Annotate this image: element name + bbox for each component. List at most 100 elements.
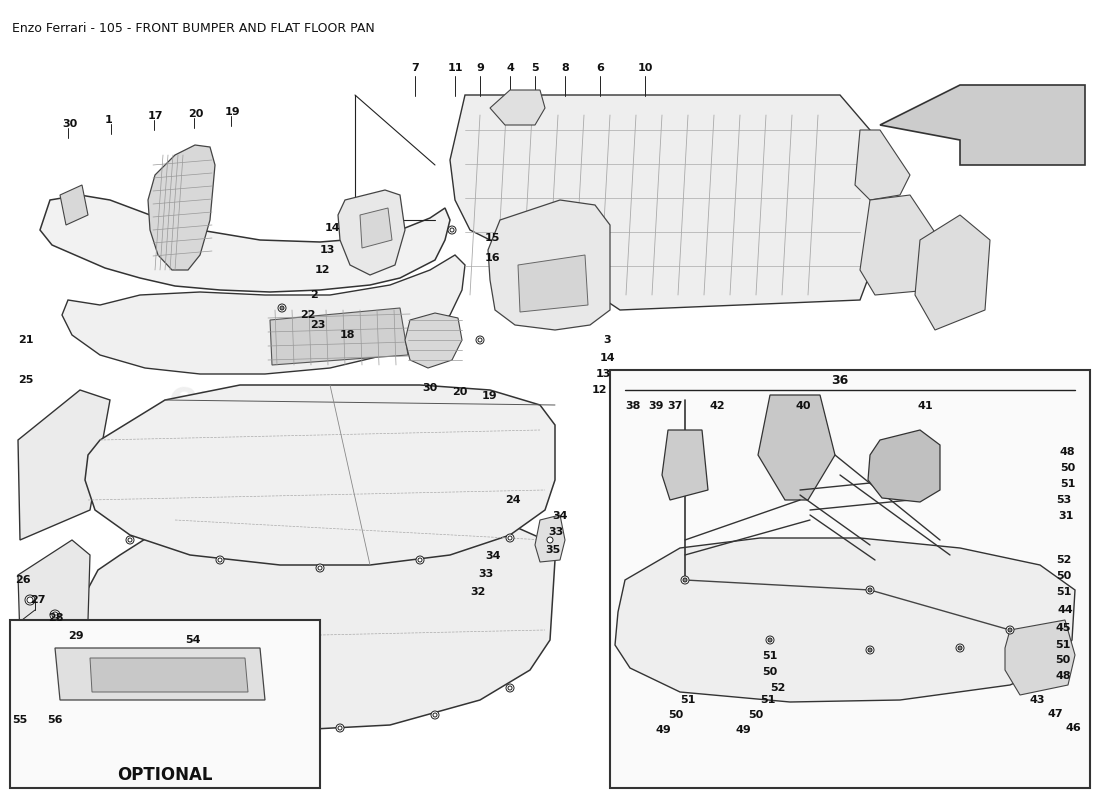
Polygon shape bbox=[518, 255, 589, 312]
Polygon shape bbox=[55, 648, 265, 700]
Text: 56: 56 bbox=[47, 715, 63, 725]
Circle shape bbox=[958, 646, 962, 650]
Circle shape bbox=[681, 576, 689, 584]
Text: 54: 54 bbox=[185, 635, 200, 645]
Circle shape bbox=[476, 336, 484, 344]
Circle shape bbox=[126, 536, 134, 544]
Polygon shape bbox=[615, 538, 1075, 702]
Text: 2: 2 bbox=[310, 290, 318, 300]
Polygon shape bbox=[405, 313, 462, 368]
Text: 30: 30 bbox=[62, 119, 77, 129]
Circle shape bbox=[28, 597, 33, 603]
Circle shape bbox=[448, 226, 456, 234]
Text: 49: 49 bbox=[656, 725, 672, 735]
Text: 51: 51 bbox=[762, 651, 778, 661]
Polygon shape bbox=[1005, 620, 1075, 695]
Text: 21: 21 bbox=[18, 335, 33, 345]
Polygon shape bbox=[488, 200, 611, 330]
Text: eurospares: eurospares bbox=[703, 536, 898, 604]
Circle shape bbox=[218, 558, 222, 562]
Polygon shape bbox=[490, 90, 544, 125]
Circle shape bbox=[144, 691, 152, 699]
Text: 50: 50 bbox=[1055, 655, 1070, 665]
Circle shape bbox=[768, 638, 772, 642]
Circle shape bbox=[1006, 626, 1014, 634]
Text: 1: 1 bbox=[104, 115, 112, 125]
Text: 52: 52 bbox=[1056, 555, 1071, 565]
Text: Enzo Ferrari - 105 - FRONT BUMPER AND FLAT FLOOR PAN: Enzo Ferrari - 105 - FRONT BUMPER AND FL… bbox=[12, 22, 375, 35]
Text: 13: 13 bbox=[596, 369, 612, 379]
Text: 46: 46 bbox=[1065, 723, 1080, 733]
Circle shape bbox=[431, 711, 439, 719]
Text: eurospares: eurospares bbox=[166, 376, 414, 464]
Circle shape bbox=[28, 655, 37, 665]
Text: 38: 38 bbox=[625, 401, 640, 411]
Text: 29: 29 bbox=[68, 631, 84, 641]
Text: 24: 24 bbox=[505, 495, 520, 505]
Circle shape bbox=[1008, 628, 1012, 632]
Text: 20: 20 bbox=[452, 387, 468, 397]
Circle shape bbox=[278, 304, 286, 312]
Text: 34: 34 bbox=[552, 511, 568, 521]
Text: 50: 50 bbox=[668, 710, 683, 720]
Circle shape bbox=[956, 644, 964, 652]
Text: 15: 15 bbox=[485, 233, 501, 243]
Circle shape bbox=[868, 588, 872, 592]
Text: 35: 35 bbox=[544, 545, 560, 555]
Text: 25: 25 bbox=[18, 375, 33, 385]
Circle shape bbox=[280, 306, 284, 310]
Polygon shape bbox=[915, 215, 990, 330]
Text: 50: 50 bbox=[1060, 463, 1076, 473]
Polygon shape bbox=[85, 385, 556, 565]
Text: 32: 32 bbox=[470, 587, 485, 597]
Text: 8: 8 bbox=[561, 63, 569, 73]
Text: 51: 51 bbox=[1056, 587, 1071, 597]
Polygon shape bbox=[18, 540, 90, 640]
Text: 18: 18 bbox=[340, 330, 355, 340]
Text: 52: 52 bbox=[770, 683, 785, 693]
Text: 44: 44 bbox=[1058, 605, 1074, 615]
Polygon shape bbox=[148, 145, 214, 270]
Circle shape bbox=[450, 228, 454, 232]
Text: 49: 49 bbox=[736, 725, 751, 735]
Text: 20: 20 bbox=[188, 109, 204, 119]
Text: 31: 31 bbox=[1058, 511, 1074, 521]
Text: 12: 12 bbox=[315, 265, 330, 275]
Circle shape bbox=[30, 686, 34, 690]
Text: 13: 13 bbox=[320, 245, 336, 255]
Text: eurospares: eurospares bbox=[616, 556, 865, 644]
Circle shape bbox=[433, 713, 437, 717]
Circle shape bbox=[316, 564, 324, 572]
Circle shape bbox=[766, 636, 774, 644]
Text: 14: 14 bbox=[600, 353, 616, 363]
Text: 41: 41 bbox=[918, 401, 934, 411]
Circle shape bbox=[146, 693, 150, 697]
Text: 33: 33 bbox=[548, 527, 563, 537]
Text: 11: 11 bbox=[448, 63, 463, 73]
Polygon shape bbox=[758, 395, 835, 500]
Polygon shape bbox=[868, 430, 940, 502]
Text: 27: 27 bbox=[30, 595, 45, 605]
Text: 16: 16 bbox=[485, 253, 501, 263]
Circle shape bbox=[683, 578, 688, 582]
Circle shape bbox=[478, 338, 482, 342]
Polygon shape bbox=[855, 130, 910, 200]
Circle shape bbox=[236, 716, 244, 724]
Text: 39: 39 bbox=[648, 401, 663, 411]
Circle shape bbox=[216, 556, 224, 564]
Text: 48: 48 bbox=[1060, 447, 1076, 457]
Text: 50: 50 bbox=[1056, 571, 1071, 581]
Circle shape bbox=[416, 556, 424, 564]
Text: 14: 14 bbox=[324, 223, 341, 233]
Circle shape bbox=[866, 586, 874, 594]
Text: 6: 6 bbox=[596, 63, 604, 73]
Circle shape bbox=[28, 683, 37, 693]
Text: 51: 51 bbox=[680, 695, 695, 705]
Circle shape bbox=[506, 534, 514, 542]
Polygon shape bbox=[18, 390, 110, 540]
Circle shape bbox=[418, 558, 422, 562]
Circle shape bbox=[868, 648, 872, 652]
Polygon shape bbox=[80, 510, 556, 730]
Text: 28: 28 bbox=[48, 613, 64, 623]
Text: 26: 26 bbox=[15, 575, 31, 585]
